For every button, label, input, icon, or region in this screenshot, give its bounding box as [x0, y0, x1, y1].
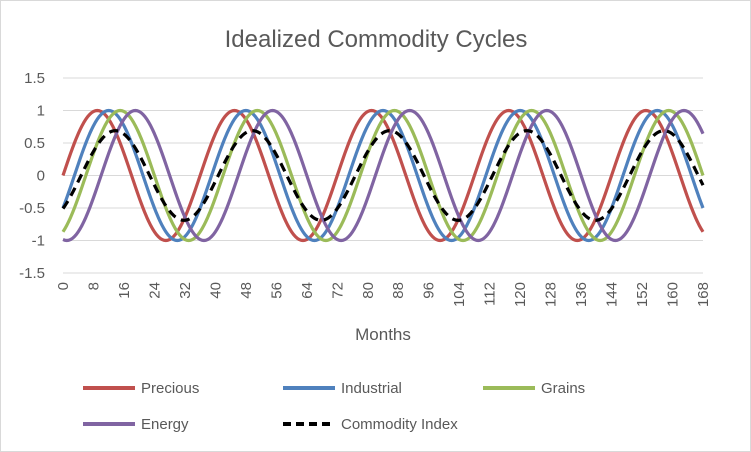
legend-label: Grains: [541, 380, 585, 397]
x-tick-label: 128: [543, 282, 560, 307]
x-tick-label: 64: [299, 282, 316, 299]
y-tick-label: 1: [37, 103, 45, 120]
x-tick-label: 104: [451, 282, 468, 307]
x-tick-label: 80: [360, 282, 377, 299]
x-tick-label: 88: [390, 282, 407, 299]
x-tick-label: 120: [512, 282, 529, 307]
x-tick-label: 8: [85, 282, 102, 290]
x-tick-label: 72: [329, 282, 346, 299]
y-tick-label: -1.5: [19, 265, 45, 282]
legend-label: Industrial: [341, 380, 402, 397]
x-tick-label: 160: [665, 282, 682, 307]
x-tick-label: 168: [695, 282, 712, 307]
x-tick-label: 40: [207, 282, 224, 299]
chart-title: Idealized Commodity Cycles: [225, 26, 528, 53]
x-axis: 0 8 16 24 32 40 48 56 64 72 80 88 96 104 112 120 128 136 1…: [55, 282, 712, 307]
x-axis-title: Months: [355, 325, 411, 344]
series-lines: [61, 108, 705, 243]
y-tick-label: 0: [37, 168, 45, 185]
series-line-commodity-index: [61, 129, 705, 222]
legend-label: Commodity Index: [341, 416, 458, 433]
y-tick-label: 0.5: [24, 135, 45, 152]
x-tick-label: 144: [604, 282, 621, 307]
x-tick-label: 112: [482, 282, 499, 306]
legend-label: Precious: [141, 380, 199, 397]
y-tick-label: -0.5: [19, 200, 45, 217]
gridlines: [63, 77, 703, 274]
series-line-energy: [62, 108, 705, 243]
x-tick-label: 0: [55, 282, 72, 290]
x-tick-label: 136: [573, 282, 590, 307]
legend: Precious Industrial Grains Energy Commodity …: [83, 380, 585, 433]
x-tick-label: 96: [421, 282, 438, 299]
y-tick-label: -1: [32, 233, 45, 250]
series-line-industrial: [61, 108, 705, 243]
x-tick-label: 152: [634, 282, 651, 307]
x-tick-label: 56: [268, 282, 285, 299]
x-tick-label: 32: [177, 282, 194, 299]
x-tick-label: 48: [238, 282, 255, 299]
x-tick-label: 16: [116, 282, 133, 299]
y-axis: 1.5 1 0.5 0 -0.5 -1 -1.5: [19, 70, 45, 282]
series-line-grains: [61, 108, 705, 243]
x-tick-label: 24: [146, 282, 163, 299]
legend-label: Energy: [141, 416, 189, 433]
y-tick-label: 1.5: [24, 70, 45, 87]
